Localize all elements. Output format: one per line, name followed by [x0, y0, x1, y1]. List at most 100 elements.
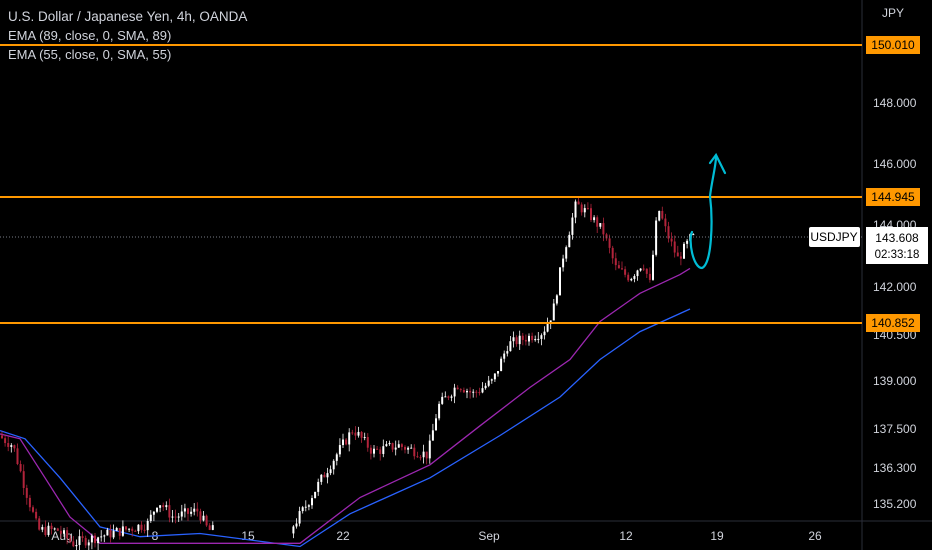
candle-body [605, 234, 608, 239]
candle-up [177, 512, 180, 522]
candle-body [143, 529, 146, 531]
candle-up [78, 529, 81, 550]
candle-up [128, 528, 131, 533]
indicator-ema-55[interactable]: EMA (55, close, 0, SMA, 55) [8, 47, 172, 62]
candle-body [614, 258, 617, 266]
candle-down [596, 215, 599, 234]
candle-body [450, 396, 453, 398]
candle-down [478, 387, 481, 396]
y-tick-label: 148.000 [873, 96, 917, 110]
candle-up [562, 254, 565, 272]
candle-body [32, 507, 34, 512]
candle-down [81, 531, 84, 542]
candle-body [199, 511, 202, 521]
candle-up [438, 401, 441, 421]
candle-up [506, 345, 509, 357]
candle-down [94, 533, 96, 548]
candle-body [314, 491, 317, 499]
candle-body [84, 537, 87, 546]
candle-body [528, 335, 530, 342]
candle-body [295, 523, 298, 527]
candle-up [146, 518, 149, 537]
candle-body [413, 447, 416, 457]
candle-down [400, 443, 403, 451]
candle-up [497, 371, 499, 377]
candle-up [397, 440, 400, 448]
candle-up [103, 534, 106, 543]
candle-up [193, 503, 196, 516]
candle-body [481, 388, 484, 393]
level-label-bg [866, 36, 920, 54]
symbol-badge [809, 227, 860, 247]
candle-body [503, 353, 506, 359]
candle-body [648, 273, 651, 280]
candle-body [196, 508, 199, 512]
candle-up [410, 444, 413, 449]
candle-up [152, 511, 155, 522]
candle-body [521, 335, 524, 340]
candle-up [435, 413, 437, 431]
candle-body [546, 323, 549, 332]
candle-body [63, 530, 65, 534]
candle-down [676, 245, 679, 257]
candle-body [388, 443, 391, 445]
candle-down [531, 332, 534, 343]
candle-body [543, 331, 546, 336]
candle-body [475, 391, 478, 393]
candle-down [351, 429, 354, 435]
x-tick-label: 19 [710, 529, 724, 543]
candle-body [354, 432, 357, 436]
candle-down [376, 445, 379, 451]
candle-up [211, 521, 214, 531]
candle-down [670, 232, 673, 247]
candle-down [580, 202, 583, 216]
candle-down [611, 245, 614, 264]
candle-down [425, 451, 428, 465]
candle-down [469, 387, 472, 399]
candle-body [174, 516, 177, 518]
candle-up [87, 539, 90, 550]
candle-body [621, 268, 623, 270]
candle-body [555, 295, 558, 304]
candle-body [202, 515, 205, 521]
candle-body [515, 337, 518, 345]
candle-down [22, 464, 25, 495]
candle-up [636, 269, 639, 281]
candle-down [577, 196, 580, 205]
candle-body [100, 536, 103, 538]
candle-body [187, 508, 189, 514]
candle-up [534, 335, 537, 342]
candle-body [146, 520, 149, 531]
candle-body [611, 247, 614, 259]
candle-up [363, 432, 366, 441]
x-tick-label: 26 [808, 529, 822, 543]
candle-body [676, 252, 679, 257]
candle-body [661, 210, 664, 219]
candle-body [345, 439, 348, 445]
indicator-ema-89[interactable]: EMA (89, close, 0, SMA, 89) [8, 28, 172, 43]
candle-body [435, 418, 437, 431]
candle-up [357, 426, 360, 438]
candle-down [1, 431, 3, 440]
candle-body [400, 444, 403, 447]
candle-down [667, 221, 670, 243]
x-tick-label: Sep [478, 529, 500, 543]
candle-up [444, 391, 447, 398]
candle-up [190, 507, 193, 517]
candle-body [78, 536, 81, 546]
candle-down [642, 264, 645, 272]
candle-up [431, 423, 434, 441]
candle-up [441, 392, 444, 405]
candle-body [317, 481, 320, 492]
candle-body [524, 339, 527, 342]
candle-body [664, 218, 667, 227]
candle-down [354, 426, 357, 441]
candle-body [59, 530, 62, 534]
candle-body [363, 437, 366, 439]
candle-body [590, 208, 592, 221]
candle-up [686, 238, 689, 249]
candle-body [183, 508, 186, 512]
candle-up [202, 510, 205, 522]
candle-body [493, 373, 496, 380]
